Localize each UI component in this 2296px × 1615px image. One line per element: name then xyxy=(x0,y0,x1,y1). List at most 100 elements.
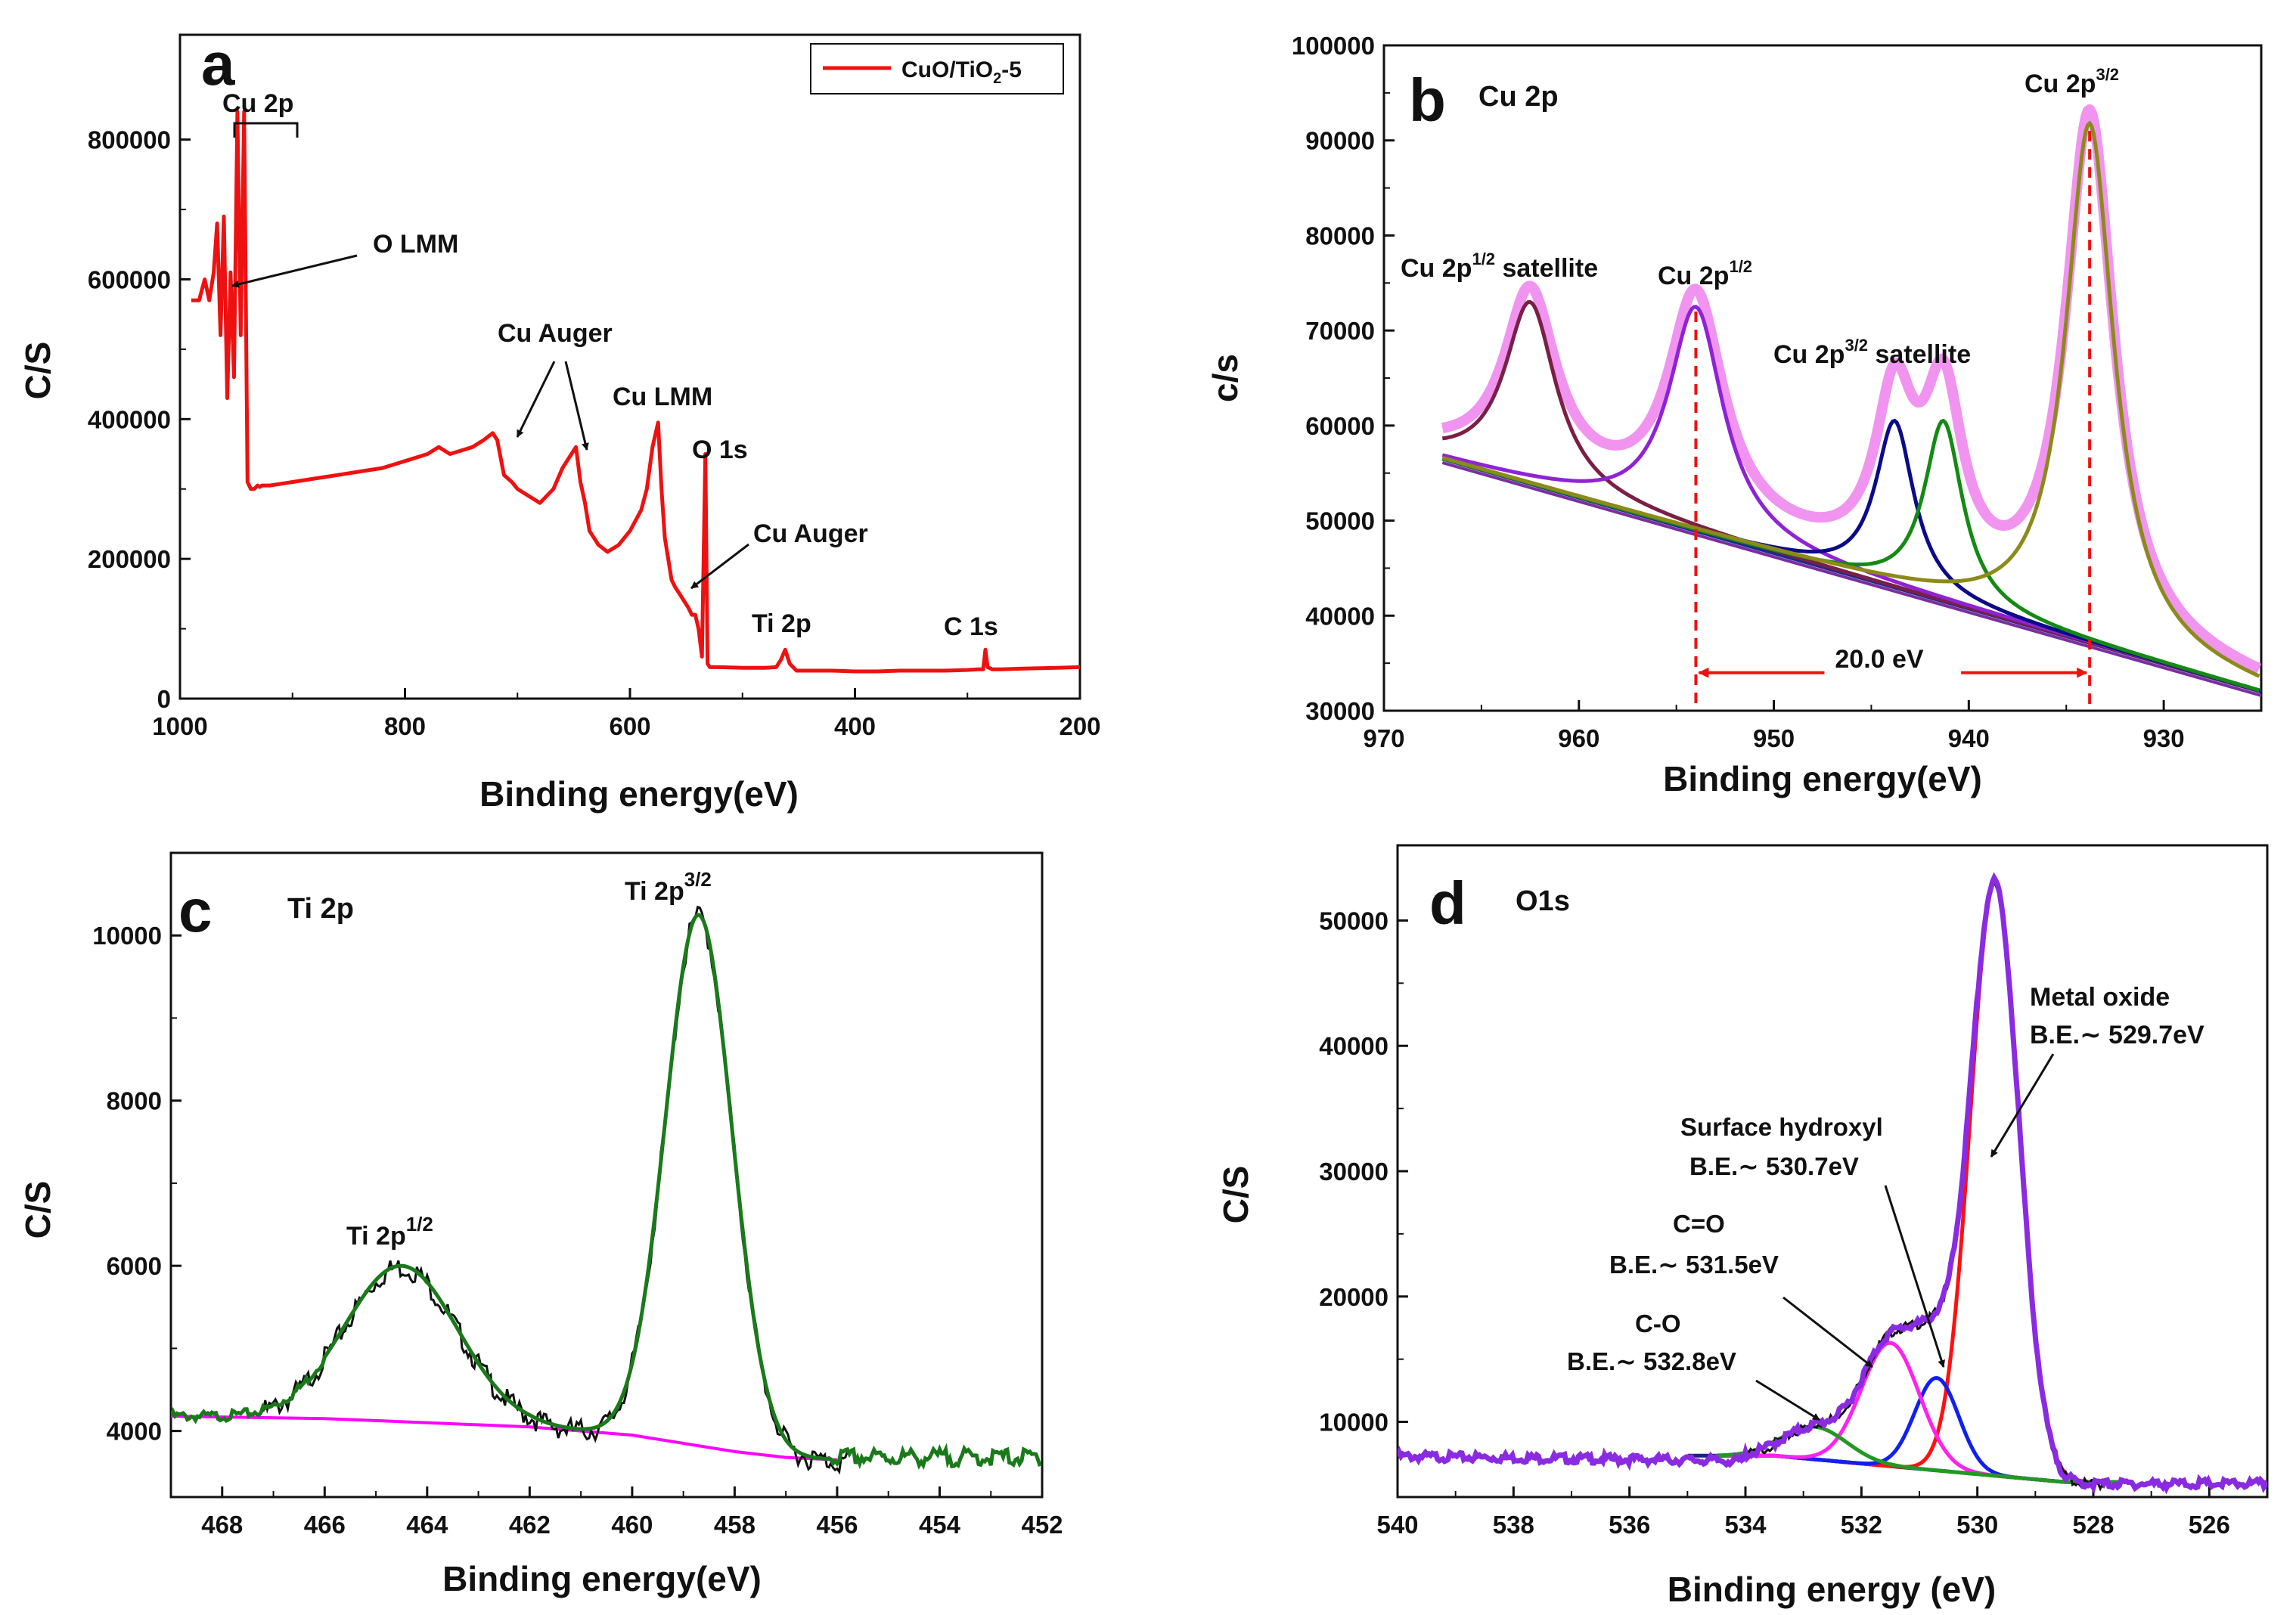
panel-b-y-ticks: 30000 40000 50000 60000 70000 80000 90000 10000… xyxy=(1292,32,1395,725)
label-surface-hydroxyl: Surface hydroxyl xyxy=(1680,1113,1883,1141)
panel-c-x-ticks: 468 466 464 462 460 458 456 454 452 xyxy=(201,1486,1063,1539)
y-tick-label: 4000 xyxy=(107,1418,162,1446)
label-c-o-single: C-O xyxy=(1635,1310,1681,1338)
x-tick-label: 1000 xyxy=(152,712,207,740)
panel-b-y-label: c/s xyxy=(1205,354,1245,402)
y-tick-label: 30000 xyxy=(1319,1158,1388,1186)
label-c-o-single-be: B.E.∼ 532.8eV xyxy=(1567,1347,1736,1375)
panel-a-letter: a xyxy=(201,30,235,98)
x-tick-label: 526 xyxy=(2189,1511,2230,1539)
y-tick-label: 200000 xyxy=(88,545,171,573)
y-tick-label: 50000 xyxy=(1305,507,1375,535)
panel-b-title: Cu 2p xyxy=(1478,81,1559,113)
label-cu2p12: Cu 2p1/2 xyxy=(1658,257,1752,290)
y-tick-label: 0 xyxy=(157,685,171,713)
panel-b-peaks xyxy=(1441,120,2260,693)
x-tick-label: 960 xyxy=(1558,724,1599,752)
label-cu2p12-satellite: Cu 2p1/2 satellite xyxy=(1401,250,1598,283)
label-cu-auger-1: Cu Auger xyxy=(498,319,613,348)
label-o1s: O 1s xyxy=(692,436,748,464)
panel-d: 10000 20000 30000 40000 50000 540 538 536 534 53… xyxy=(1216,844,2269,1609)
x-tick-label: 462 xyxy=(509,1511,551,1539)
panel-d-x-label: Binding energy (eV) xyxy=(1668,1570,1996,1609)
y-tick-label: 8000 xyxy=(107,1087,162,1115)
x-tick-label: 464 xyxy=(406,1511,448,1539)
label-cu-lmm: Cu LMM xyxy=(613,383,712,411)
x-tick-label: 800 xyxy=(384,712,426,740)
cu-auger-arrow-1 xyxy=(516,361,556,438)
panel-b-x-ticks: 970 960 950 940 930 xyxy=(1363,700,2185,752)
panel-c-title: Ti 2p xyxy=(287,893,354,925)
x-tick-label: 454 xyxy=(919,1511,961,1539)
y-tick-label: 10000 xyxy=(92,922,162,950)
x-tick-label: 534 xyxy=(1724,1511,1767,1539)
y-tick-label: 60000 xyxy=(1305,412,1375,440)
x-tick-label: 528 xyxy=(2072,1511,2114,1539)
label-ti2p12: Ti 2p1/2 xyxy=(346,1213,433,1251)
x-tick-label: 532 xyxy=(1841,1511,1882,1539)
x-tick-label: 530 xyxy=(1956,1511,1998,1539)
y-tick-label: 40000 xyxy=(1305,602,1375,630)
y-tick-label: 600000 xyxy=(88,265,171,293)
x-tick-label: 540 xyxy=(1376,1511,1418,1539)
panel-a-spectrum-line xyxy=(191,110,1080,674)
x-tick-label: 200 xyxy=(1059,712,1100,740)
panel-d-x-ticks: 540 538 536 534 532 530 528 526 xyxy=(1376,1486,2230,1539)
label-split: 20.0 eV xyxy=(1835,645,1924,674)
y-tick-label: 10000 xyxy=(1319,1409,1388,1437)
panel-a-y-ticks: 0 200000 400000 600000 800000 xyxy=(88,126,191,713)
panel-c-letter: c xyxy=(178,877,213,944)
x-tick-label: 970 xyxy=(1363,724,1404,752)
panel-a-legend: CuO/TiO2-5 xyxy=(810,43,1064,95)
y-tick-label: 100000 xyxy=(1292,32,1375,60)
hydroxyl-arrow xyxy=(1884,1185,1946,1368)
panel-b-envelope xyxy=(1438,104,2261,674)
panel-d-components xyxy=(1717,880,2121,1484)
label-c-o-double-be: B.E.∼ 531.5eV xyxy=(1609,1251,1779,1279)
x-tick-label: 460 xyxy=(611,1511,653,1539)
panel-c-raw-data xyxy=(262,905,849,1475)
panel-d-title: O1s xyxy=(1516,885,1570,917)
panel-b-x-label: Binding energy(eV) xyxy=(1663,759,1982,798)
panel-c-y-ticks: 4000 6000 8000 10000 xyxy=(92,922,182,1446)
panel-c-baseline xyxy=(171,1415,837,1462)
olmm-arrow xyxy=(231,254,358,288)
y-tick-label: 50000 xyxy=(1319,907,1388,935)
y-tick-label: 800000 xyxy=(88,126,171,154)
panel-b-frame xyxy=(1382,44,2263,712)
panel-c-x-label: Binding energy(eV) xyxy=(442,1559,762,1598)
y-tick-label: 30000 xyxy=(1305,697,1375,725)
legend-label: CuO/TiO2-5 xyxy=(901,57,1022,87)
x-tick-label: 466 xyxy=(304,1511,346,1539)
panel-a-y-label: C/S xyxy=(18,342,57,400)
panel-a-x-label: Binding energy(eV) xyxy=(479,774,799,814)
label-metal-oxide-be: B.E.∼ 529.7eV xyxy=(2030,1021,2204,1049)
panel-a: 0 200000 400000 600000 800000 1000 800 600 400 2… xyxy=(18,30,1101,814)
panel-d-envelope xyxy=(1398,872,2267,1495)
y-tick-label: 70000 xyxy=(1305,317,1375,345)
cu-auger-arrow-3 xyxy=(690,543,749,590)
y-tick-label: 40000 xyxy=(1319,1032,1388,1060)
panel-c-y-label: C/S xyxy=(18,1181,57,1239)
label-cu2p: Cu 2p xyxy=(222,89,293,118)
x-tick-label: 452 xyxy=(1021,1511,1063,1539)
panel-b: 30000 40000 50000 60000 70000 80000 90000 10000… xyxy=(1205,32,2263,798)
panel-c-fit xyxy=(171,913,1042,1470)
y-tick-label: 6000 xyxy=(107,1252,162,1280)
x-tick-label: 930 xyxy=(2143,724,2185,752)
panel-b-letter: b xyxy=(1409,67,1446,134)
x-tick-label: 456 xyxy=(816,1511,858,1539)
panel-d-y-label: C/S xyxy=(1216,1166,1255,1224)
panel-c-frame xyxy=(169,851,1044,1499)
y-tick-label: 400000 xyxy=(88,405,171,433)
panel-d-letter: d xyxy=(1429,869,1466,937)
label-metal-oxide: Metal oxide xyxy=(2030,983,2170,1012)
x-tick-label: 400 xyxy=(834,712,876,740)
label-ti2p32: Ti 2p3/2 xyxy=(625,868,712,906)
y-tick-label: 80000 xyxy=(1305,222,1375,250)
panel-d-y-ticks: 10000 20000 30000 40000 50000 xyxy=(1319,907,1408,1437)
y-tick-label: 20000 xyxy=(1319,1283,1388,1311)
x-tick-label: 538 xyxy=(1493,1511,1534,1539)
